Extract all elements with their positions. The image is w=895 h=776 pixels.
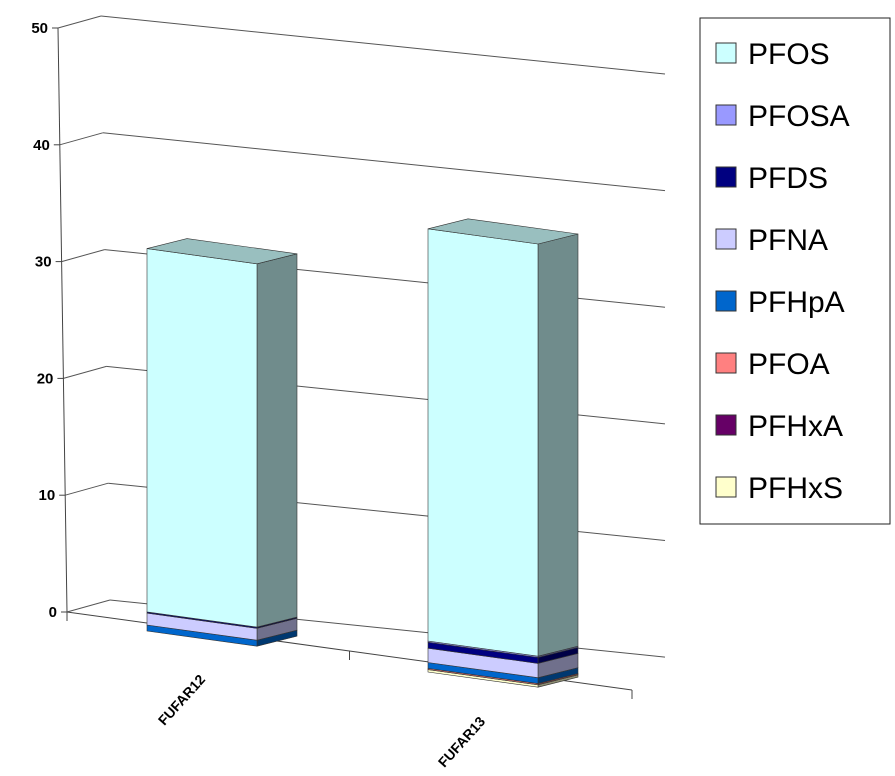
legend-swatch	[715, 166, 737, 188]
legend-label: PFHpA	[748, 286, 845, 319]
y-tick-label: 50	[31, 20, 48, 37]
bar-segment-PFOS	[146, 248, 258, 628]
bar-segment-PFOS	[427, 228, 539, 657]
legend-swatch	[715, 414, 737, 436]
gridline-depth	[65, 482, 109, 496]
legend-label: PFHxS	[748, 472, 843, 505]
y-tick-label: 0	[49, 604, 57, 621]
bar-top-PFOS	[427, 218, 579, 245]
gridline-depth	[61, 249, 105, 263]
bar-stack-FUFAR12	[146, 238, 298, 647]
gridline-depth	[66, 599, 111, 613]
gridline	[102, 132, 666, 192]
y-tick-label: 10	[39, 487, 56, 504]
gridline-depth	[57, 15, 102, 29]
legend: PFOS PFOSA PFDS PFNA PFHpA PFOA PFHxA PFHxS	[699, 17, 891, 525]
gridline-depth	[59, 132, 103, 146]
y-tick-label: 40	[33, 137, 50, 154]
legend-swatch	[715, 476, 737, 498]
legend-label: PFOA	[748, 348, 830, 381]
legend-swatch	[715, 228, 737, 250]
y-axis-line	[57, 27, 68, 613]
y-tick-label: 30	[35, 254, 52, 271]
gridline-depth	[63, 365, 107, 379]
legend-box	[699, 17, 891, 525]
bar-side-PFOS	[256, 253, 298, 628]
x-category-label: FUFAR13	[435, 713, 489, 770]
legend-label: PFOSA	[748, 100, 850, 133]
legend-swatch	[715, 42, 737, 64]
legend-swatch	[715, 352, 737, 374]
legend-swatch	[715, 290, 737, 312]
y-tick-label: 20	[37, 370, 54, 387]
bar-stack-FUFAR13	[427, 218, 579, 688]
legend-swatch	[715, 104, 737, 126]
bar-side-PFOS	[537, 233, 579, 657]
bars	[146, 218, 579, 688]
bar-top-PFOS	[146, 238, 298, 265]
legend-label: PFDS	[748, 162, 828, 195]
legend-label: PFOS	[748, 38, 830, 71]
gridline	[100, 15, 666, 75]
legend-label: PFNA	[748, 224, 828, 257]
legend-label: PFHxA	[748, 410, 843, 443]
x-category-label: FUFAR12	[155, 671, 209, 728]
